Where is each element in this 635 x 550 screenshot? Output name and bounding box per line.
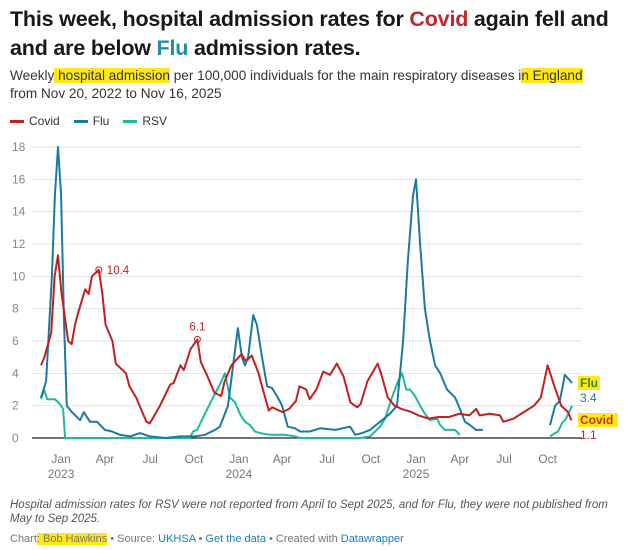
x-tick-label: Apr [96,452,115,466]
y-tick-label: 4 [12,366,19,380]
y-tick-label: 2 [12,399,19,413]
end-label-highlight [578,413,618,427]
subtitle-text: per 100,000 individuals for the main res… [169,68,522,83]
end-label-highlight [578,376,600,390]
x-tick-label: Jan [229,452,248,466]
x-tick-year: 2025 [403,467,430,481]
subtitle-text: from Nov 20, 2022 to Nov 16, 2025 [10,86,222,101]
credit-label: Chart [10,533,37,545]
y-tick-label: 14 [12,205,26,219]
legend-item-covid: Covid [10,114,60,128]
legend-swatch [73,119,88,123]
legend-swatch [123,119,138,123]
datawrapper-link[interactable]: Datawrapper [340,533,404,545]
credit-author: : Bob Hawkins [36,533,108,545]
title-text: This week, hospital admission rates for [10,7,410,31]
legend-label: Covid [29,114,60,128]
x-tick-label: Apr [451,452,470,466]
title-flu: Flu [156,36,189,60]
legend-item-flu: Flu [73,114,110,128]
annotation-marker [95,266,103,274]
x-tick-label: Apr [273,452,292,466]
credit-text: • Source: [107,533,159,545]
subtitle-highlight: hospital admission [54,68,170,83]
y-tick-label: 6 [12,334,19,348]
annotation-label: 6.1 [189,321,205,333]
y-tick-label: 16 [12,172,26,186]
x-tick-year: 2023 [48,467,75,481]
covid-end-value: 1.1 [580,428,597,442]
y-tick-label: 10 [12,269,26,283]
get-data-link[interactable]: Get the data [205,533,266,545]
subtitle-highlight: n England [521,68,583,83]
x-tick-label: Oct [361,452,380,466]
source-link[interactable]: UKHSA [158,533,196,545]
x-tick-label: Oct [538,452,557,466]
rsv-series-line [549,405,574,438]
title-text: admission rates. [188,36,361,60]
covid-series-line [40,254,573,425]
legend-label: Flu [92,114,110,128]
y-tick-label: 0 [12,431,19,445]
x-tick-label: Jan [406,452,425,466]
title-text: again fell and and are below [10,7,609,60]
x-tick-label: Jul [319,452,334,466]
x-tick-label: Jul [496,452,511,466]
legend-swatch [10,119,24,123]
legend: Covid Flu RSV [10,114,167,128]
y-tick-label: 18 [12,140,26,154]
subtitle-text: Weekly [10,68,55,83]
x-tick-label: Oct [185,452,204,466]
credit-text: • Created with [265,533,341,545]
y-tick-label: 8 [12,302,19,316]
x-tick-label: Jul [142,452,157,466]
flu-series-line [40,146,483,439]
legend-item-rsv: RSV [123,114,167,128]
credit-line: Chart: Bob Hawkins • Source: UKHSA • Get… [10,533,404,545]
flu-end-value: 3.4 [580,391,597,405]
footnote: Hospital admission rates for RSV were no… [10,499,608,525]
x-tick-year: 2024 [226,467,253,481]
chart-subtitle: Weekly hospital admission per 100,000 in… [10,67,630,103]
y-tick-label: 12 [12,237,26,251]
annotation-label: 10.4 [107,265,130,277]
covid-end-label: Covid [580,413,613,427]
title-covid: Covid [409,7,469,31]
x-tick-label: Jan [51,452,70,466]
credit-text: • [195,533,206,545]
annotation-marker [193,335,201,343]
rsv-series-line [40,372,461,439]
chart-title: This week, hospital admission rates for … [10,5,630,63]
legend-label: RSV [142,114,168,128]
flu-end-label: Flu [580,376,598,390]
